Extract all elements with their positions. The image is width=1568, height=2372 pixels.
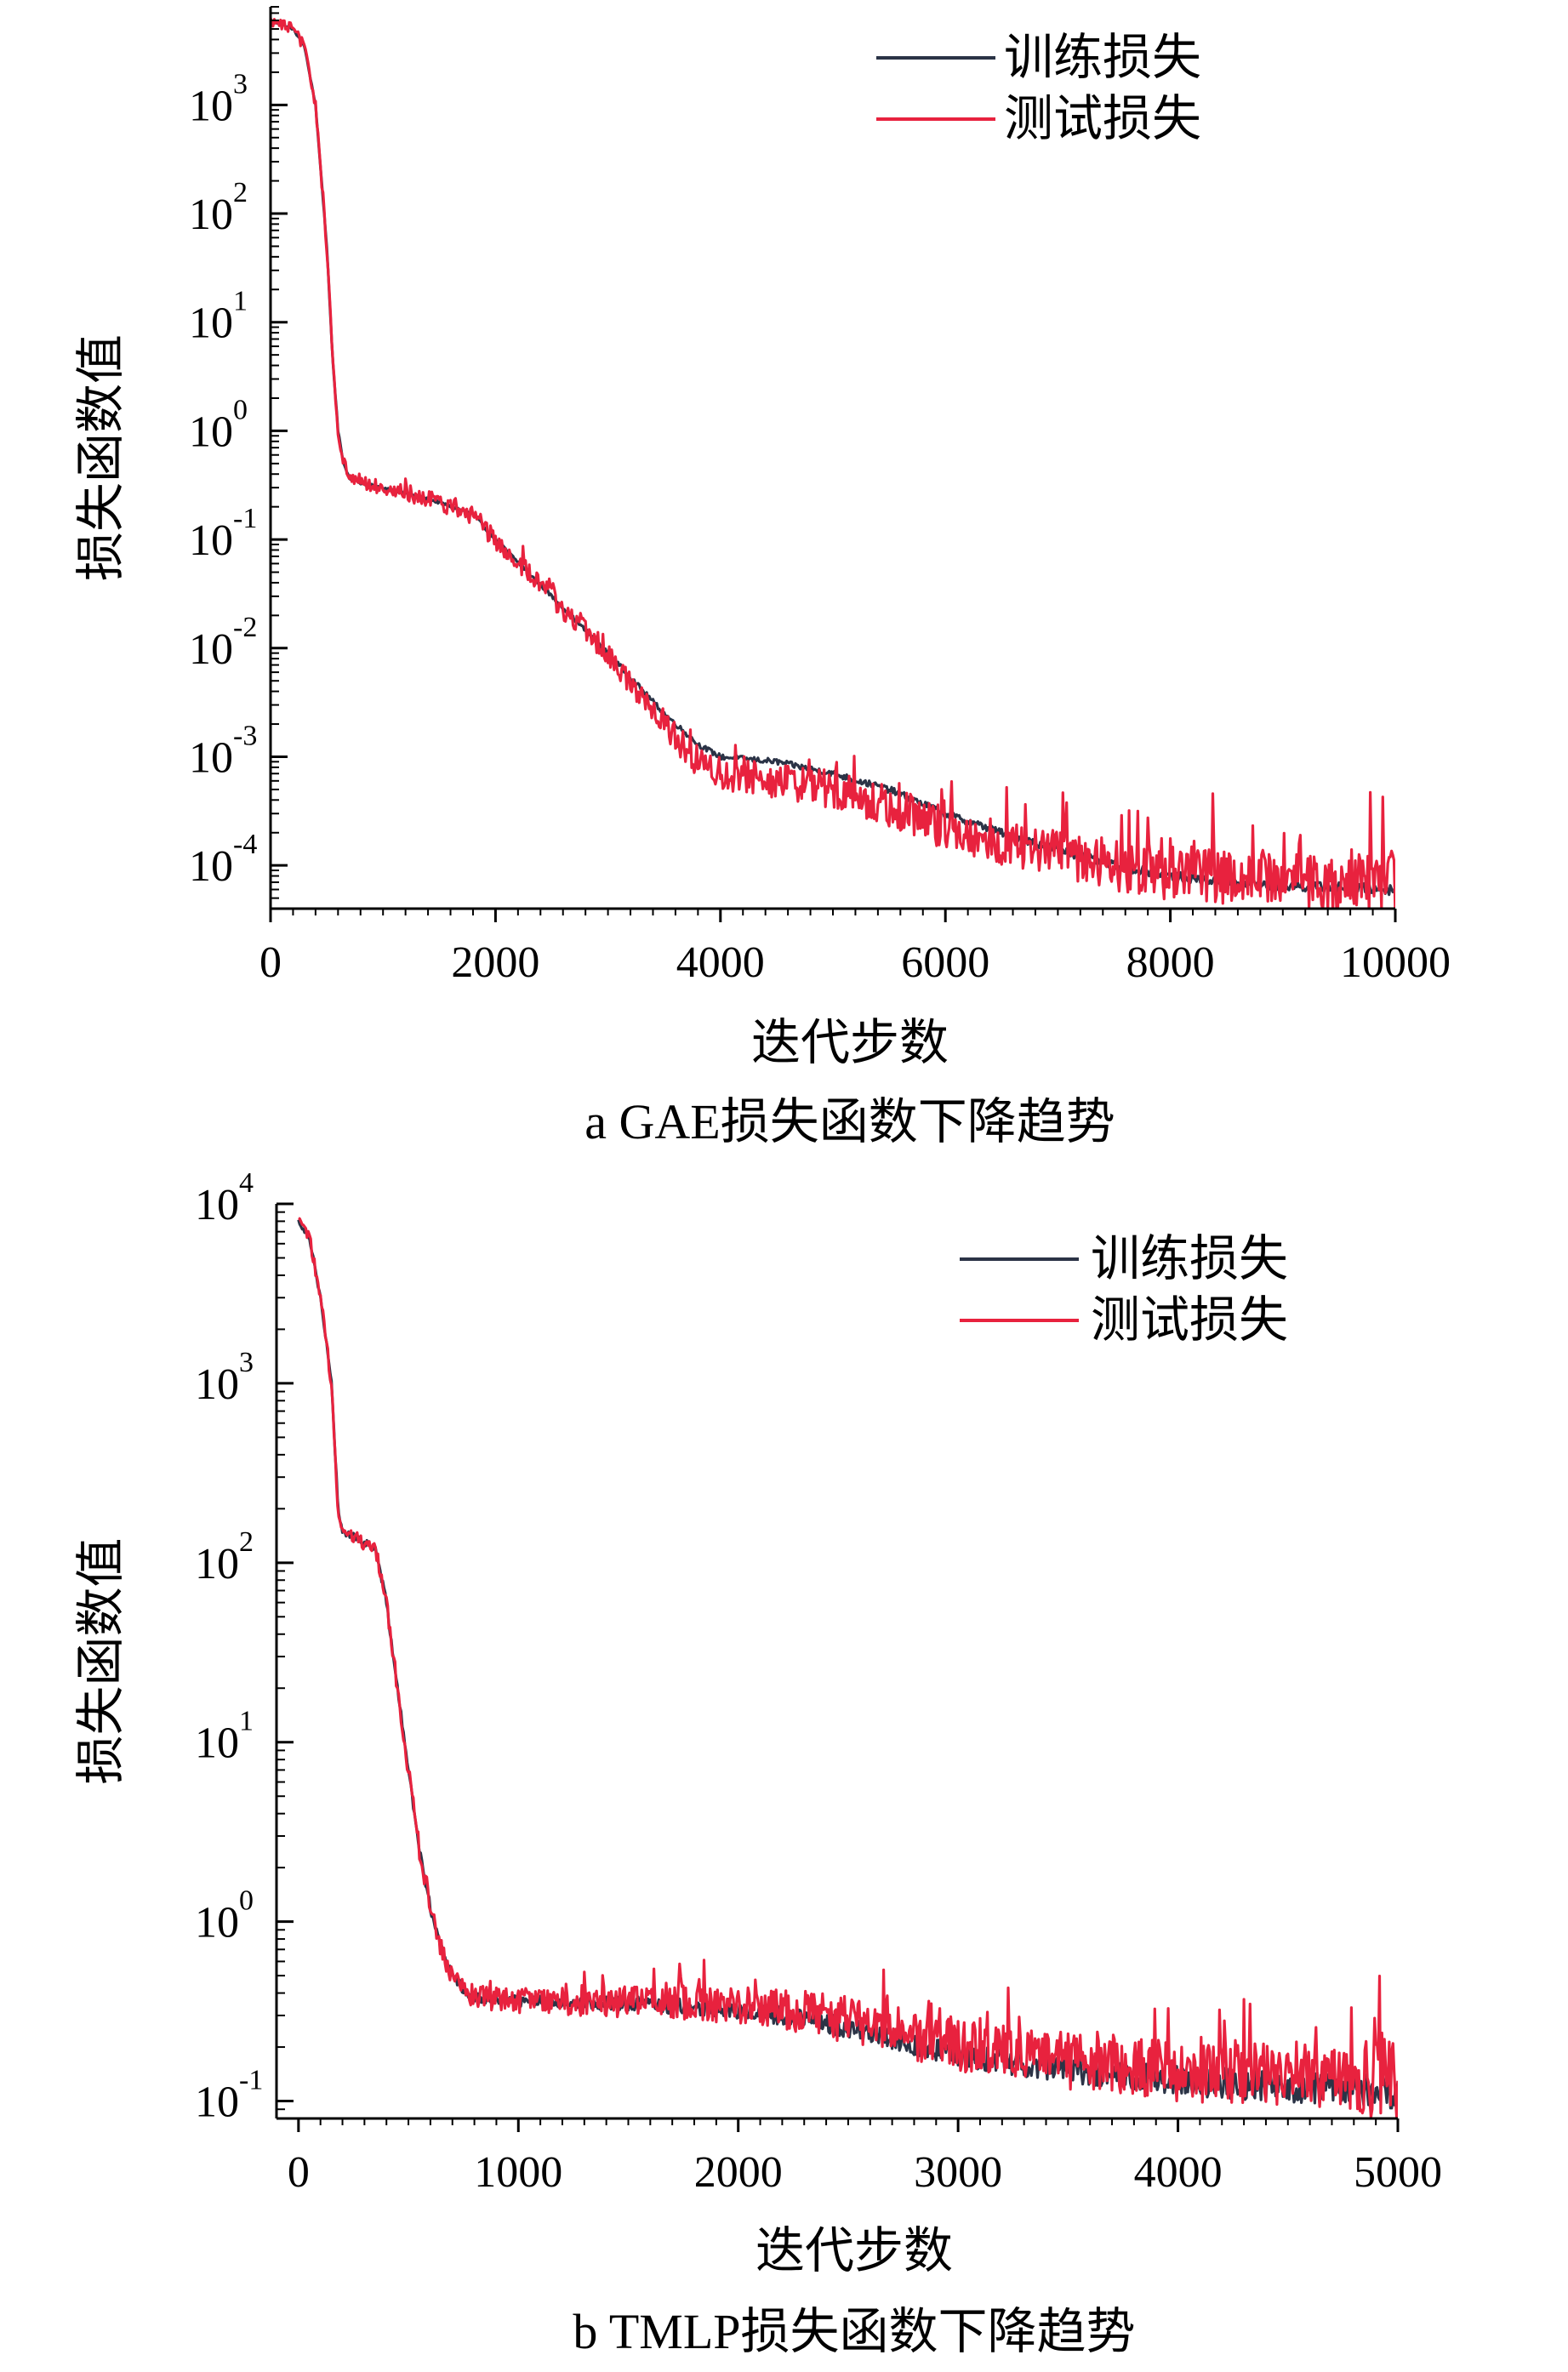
y-tick-label: 10: [195, 1360, 239, 1409]
y-tick-base: 10: [195, 1719, 239, 1768]
x-axis-title: 迭代步数: [755, 2223, 953, 2278]
y-tick-exponent: 2: [239, 1526, 254, 1558]
x-tick-label: 3000: [914, 2148, 1002, 2197]
chart-caption: a GAE损失函数下降趋势: [584, 1094, 1115, 1149]
x-tick-label: 5000: [1354, 2148, 1442, 2197]
y-tick-label: 10: [189, 408, 233, 456]
y-tick-base: 10: [189, 733, 233, 782]
y-tick-exponent: -4: [233, 829, 257, 860]
y-tick-base: 10: [189, 299, 233, 348]
x-tick-label: 2000: [451, 938, 539, 987]
y-tick-label: 10: [195, 1719, 239, 1768]
y-tick-exponent: 3: [239, 1347, 254, 1378]
legend-label: 测试损失: [1091, 1292, 1288, 1348]
y-axis-title: 损失函数值: [73, 334, 128, 581]
y-axis-title: 损失函数值: [73, 1537, 128, 1784]
x-tick-label: 0: [259, 938, 282, 987]
x-tick-label: 4000: [676, 938, 765, 987]
x-tick-label: 0: [288, 2148, 310, 2197]
y-tick-label: 10: [189, 733, 233, 782]
y-tick-label: 10: [189, 191, 233, 239]
y-tick-label: 10: [189, 516, 233, 565]
series-line-test: [271, 17, 1395, 909]
x-tick-label: 10000: [1340, 938, 1451, 987]
y-tick-label: 10: [189, 625, 233, 674]
x-axis-title: 迭代步数: [751, 1015, 949, 1070]
series-line-train: [297, 1219, 1398, 2110]
y-tick-exponent: 1: [239, 1706, 254, 1737]
y-tick-exponent: 0: [233, 394, 248, 425]
y-tick-base: 10: [189, 516, 233, 565]
legend-label: 训练损失: [1091, 1231, 1288, 1286]
y-tick-exponent: 2: [233, 177, 248, 208]
y-tick-exponent: 4: [239, 1167, 254, 1199]
legend-label: 训练损失: [1004, 30, 1201, 85]
y-tick-base: 10: [195, 1181, 239, 1229]
chart-caption: b TMLP损失函数下降趋势: [573, 2304, 1135, 2359]
x-tick-label: 1000: [474, 2148, 562, 2197]
chart-panel-gae: 0 2000 4000 6000 8000 1000010-410-310-210-110…: [73, 6, 1451, 1149]
y-tick-base: 10: [189, 82, 233, 130]
y-tick-exponent: 1: [233, 286, 248, 317]
y-tick-label: 10: [195, 1540, 239, 1588]
y-tick-exponent: -3: [233, 720, 257, 751]
y-tick-label: 10: [189, 842, 233, 891]
y-tick-label: 10: [195, 1899, 239, 1947]
x-tick-label: 8000: [1126, 938, 1215, 987]
y-tick-label: 10: [189, 299, 233, 348]
y-tick-exponent: -1: [233, 503, 257, 534]
x-tick-label: 2000: [694, 2148, 783, 2197]
legend-label: 测试损失: [1004, 91, 1201, 146]
y-tick-exponent: 0: [239, 1885, 254, 1917]
series-line-train: [271, 19, 1395, 897]
y-tick-base: 10: [195, 2078, 239, 2127]
series-line-test: [298, 1217, 1398, 2118]
y-tick-base: 10: [195, 1360, 239, 1409]
y-tick-exponent: -2: [233, 612, 257, 643]
x-tick-label: 6000: [901, 938, 989, 987]
y-tick-base: 10: [195, 1540, 239, 1588]
y-tick-base: 10: [189, 408, 233, 456]
y-tick-base: 10: [189, 625, 233, 674]
y-tick-label: 10: [195, 2078, 239, 2127]
y-tick-base: 10: [195, 1899, 239, 1947]
y-tick-exponent: 3: [233, 68, 248, 100]
y-tick-label: 10: [189, 82, 233, 130]
y-tick-base: 10: [189, 191, 233, 239]
y-tick-base: 10: [189, 842, 233, 891]
x-tick-label: 4000: [1134, 2148, 1223, 2197]
y-tick-exponent: -1: [239, 2065, 263, 2096]
y-tick-label: 10: [195, 1181, 239, 1229]
